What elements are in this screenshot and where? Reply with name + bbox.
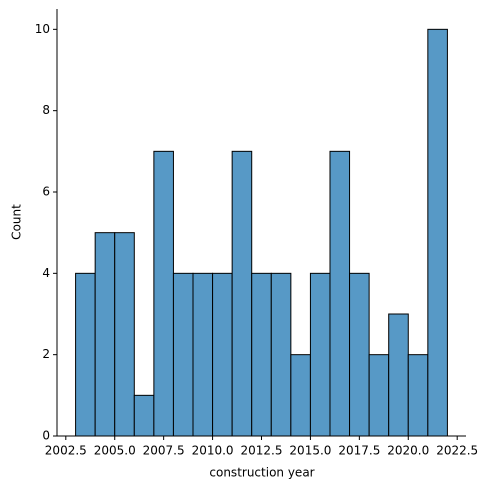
bar	[94, 232, 116, 437]
bar	[290, 354, 311, 437]
bar	[192, 272, 214, 437]
x-tick-label: 2007.5	[143, 444, 185, 458]
bar	[309, 272, 331, 437]
bar	[427, 28, 448, 437]
y-tick-label: 2	[42, 347, 50, 361]
bar	[388, 313, 409, 437]
x-tick-label: 2010.0	[192, 444, 234, 458]
bar	[75, 272, 96, 437]
y-tick-label: 10	[35, 22, 50, 36]
x-tick-label: 2015.0	[289, 444, 331, 458]
x-axis-label: construction year	[209, 466, 314, 480]
bar	[231, 150, 253, 437]
bar	[270, 272, 292, 437]
x-tick-label: 2017.5	[338, 444, 380, 458]
bar	[349, 272, 370, 437]
x-tick-label: 2012.5	[241, 444, 283, 458]
bar	[172, 272, 194, 437]
y-tick-label: 6	[42, 185, 50, 199]
x-tick-label: 2005.0	[94, 444, 136, 458]
x-tick-label: 2020.0	[387, 444, 429, 458]
x-tick-label: 2002.5	[45, 444, 87, 458]
y-tick-label: 8	[42, 103, 50, 117]
bar	[114, 232, 135, 437]
x-tick-label: 2022.5	[436, 444, 478, 458]
y-tick-label: 0	[42, 429, 50, 443]
bar	[251, 272, 272, 437]
y-tick-label: 4	[42, 266, 50, 280]
bar	[153, 150, 174, 437]
bar	[133, 394, 155, 437]
bar	[368, 354, 390, 437]
bar	[329, 150, 351, 437]
bar	[407, 354, 429, 437]
bar	[212, 272, 233, 437]
y-axis-label: Count	[10, 204, 24, 240]
